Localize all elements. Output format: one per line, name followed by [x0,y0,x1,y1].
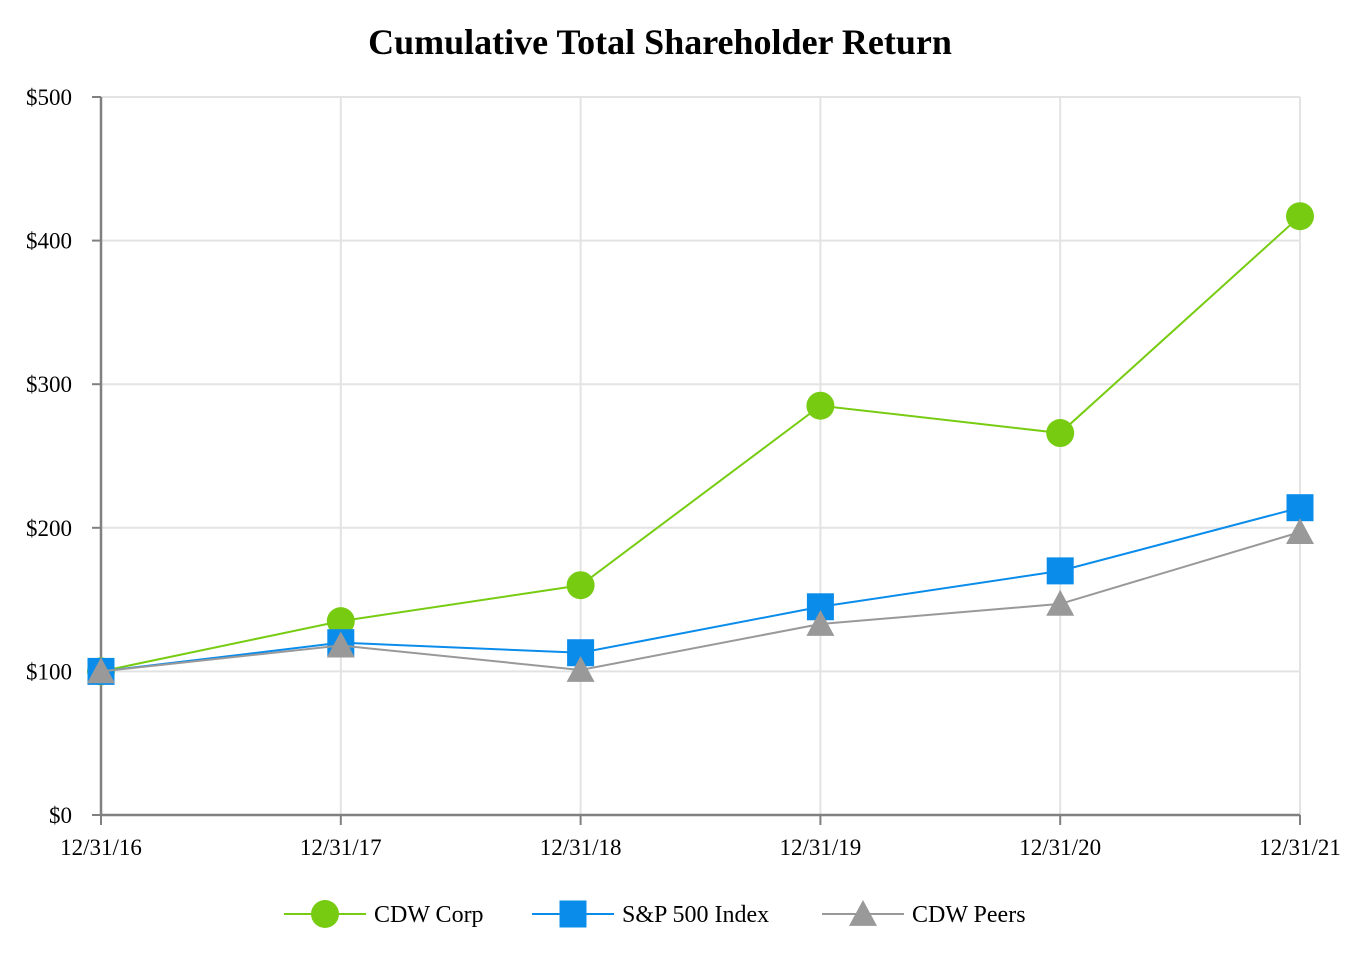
grid-layer [101,96,1301,815]
data-point-cdw-corp [1046,419,1075,448]
data-point-cdw-peers [1046,589,1075,616]
legend-item-cdw-corp: CDW Corp [284,900,484,928]
series-cdw-peers [87,518,1314,684]
data-point-s-p-500-index [1046,557,1074,585]
series-line-cdw-peers [100,531,1301,673]
legend-marker [849,900,877,926]
x-tick-label: 12/31/16 [60,835,142,860]
data-point-cdw-peers [806,610,835,636]
legend-marker [559,900,587,928]
series-layer [87,202,1314,686]
y-tick-label: $500 [26,85,72,110]
y-tick-label: $200 [26,516,72,541]
data-point-cdw-peers [87,657,115,684]
y-tick-label: $400 [26,229,72,254]
x-tick-label: 12/31/18 [540,835,622,860]
data-point-cdw-peers [566,655,595,682]
series-line-s-p-500-index [100,506,1301,673]
series-cdw-corp [87,202,1314,686]
legend-label: S&P 500 Index [622,902,769,928]
y-tick-label: $100 [26,659,72,684]
data-point-cdw-peers [1286,518,1314,545]
data-point-s-p-500-index [1286,494,1314,522]
chart-title: Cumulative Total Shareholder Return [368,22,952,62]
data-point-cdw-corp [326,607,355,636]
legend: CDW Corp S&P 500 Index CDW Peers [284,900,1026,928]
data-point-cdw-corp [566,571,595,600]
x-tick-label: 12/31/20 [1019,835,1101,860]
legend-item-s-p-500-index: S&P 500 Index [532,900,769,928]
legend-marker [311,900,339,928]
data-point-cdw-peers [326,631,355,658]
data-point-cdw-corp [1286,202,1314,231]
legend-label: CDW Corp [374,902,484,928]
y-tick-label: $300 [26,372,72,397]
series-line-cdw-corp [100,215,1301,673]
x-tick-label: 12/31/17 [300,835,382,860]
x-tick-label: 12/31/19 [780,835,862,860]
legend-label: CDW Peers [912,902,1026,928]
axis-layer: $0 $100 $200 $300 $400 $500 12/31/16 12/31/17 12… [26,85,1341,860]
series-s-p-500-index [87,494,1314,685]
y-tick-label: $0 [49,803,72,828]
x-tick-label: 12/31/21 [1259,835,1341,860]
data-point-cdw-corp [806,391,835,420]
legend-item-cdw-peers: CDW Peers [822,900,1026,928]
